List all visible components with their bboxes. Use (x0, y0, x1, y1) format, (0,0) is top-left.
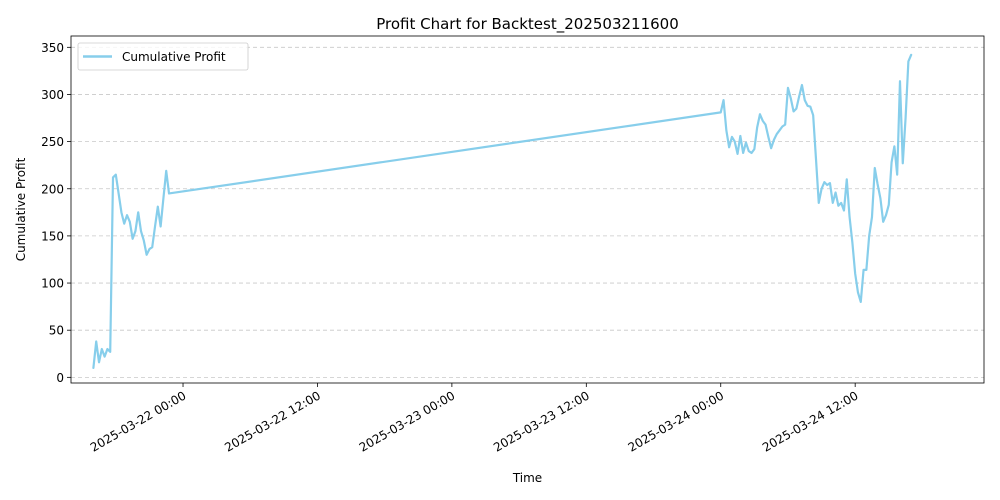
legend-label: Cumulative Profit (122, 50, 226, 64)
plot-frame (70, 35, 985, 384)
x-axis-title: Time (512, 471, 542, 485)
y-tick-label: 300 (41, 88, 64, 102)
series-line-cumulative-profit (92, 53, 913, 370)
chart-title: Profit Chart for Backtest_202503211600 (376, 15, 679, 34)
y-tick-label: 350 (41, 41, 64, 55)
y-axis-title: Cumulative Profit (14, 157, 28, 261)
y-tick-label: 200 (41, 182, 64, 196)
y-axis: 0 50 100 150 200 250 300 350 (41, 41, 71, 385)
y-tick-label: 50 (49, 324, 64, 338)
legend-frame (77, 42, 249, 71)
y-tick-label: 250 (41, 135, 64, 149)
legend: Cumulative Profit (77, 42, 249, 71)
y-tick-label: 0 (56, 371, 64, 385)
y-tick-label: 150 (41, 229, 64, 243)
series-layer (92, 53, 913, 370)
y-tick-label: 100 (41, 277, 64, 291)
